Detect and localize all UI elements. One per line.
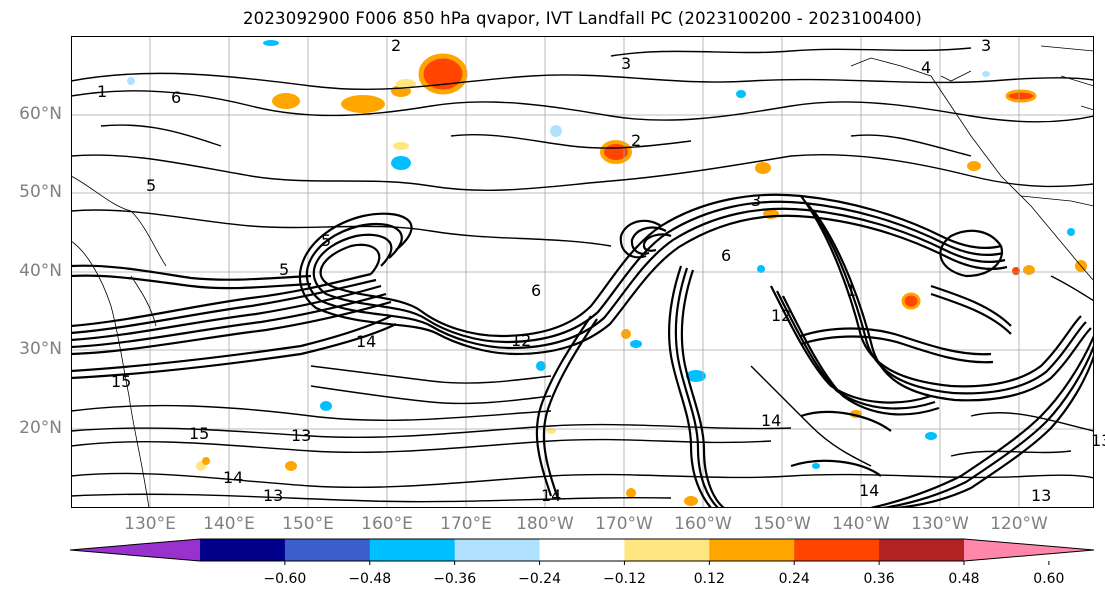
lon-label-160w: 160°W: [674, 514, 732, 534]
contour-label: 6: [171, 88, 182, 107]
contour-label: 14: [223, 468, 244, 487]
colorbar-tick-label: −0.12: [602, 571, 646, 587]
colorbar-segment: [539, 539, 625, 561]
lon-label-150w: 150°W: [753, 514, 811, 534]
lat-label-30n: 30°N: [19, 339, 62, 359]
contour-label: 14: [761, 411, 782, 430]
colorbar-tick-label: −0.24: [518, 571, 561, 587]
contour-label: 3: [621, 54, 632, 73]
qvapor-contours: [71, 47, 1094, 503]
lon-label-150e: 150°E: [282, 514, 334, 534]
colorbar-segment: [284, 539, 371, 561]
lon-label-130w: 130°W: [911, 514, 969, 534]
lat-label-50n: 50°N: [19, 182, 62, 202]
contour-label: 15: [111, 372, 132, 391]
lon-label-120w: 120°W: [990, 514, 1048, 534]
colorbar-tick-label: 0.12: [693, 571, 725, 587]
lon-label-170e: 170°E: [440, 514, 492, 534]
lat-label-60n: 60°N: [19, 104, 62, 124]
contour-label: 6: [531, 281, 542, 300]
lon-label-160e: 160°E: [361, 514, 413, 534]
colorbar-tick-label: 0.36: [863, 571, 895, 587]
colorbar-extend-max: [964, 539, 1094, 561]
contour-label: 6: [721, 246, 732, 265]
lon-label-140w: 140°W: [832, 514, 890, 534]
colorbar-segment: [709, 539, 795, 561]
lon-label-130e: 130°E: [124, 514, 176, 534]
contour-label: 15: [189, 424, 210, 443]
map-svg: [71, 36, 1094, 508]
contour-label: 3: [751, 191, 762, 210]
lat-label-40n: 40°N: [19, 261, 62, 281]
lat-label-20n: 20°N: [19, 418, 62, 438]
contour-label: 5: [279, 260, 290, 279]
contour-label: 14: [859, 481, 880, 500]
contour-label: 13: [263, 486, 284, 505]
colorbar-tick-label: −0.36: [433, 571, 477, 587]
contour-label: 4: [921, 58, 932, 77]
colorbar: [70, 538, 1095, 565]
colorbar-tick-label: 0.24: [778, 571, 810, 587]
colorbar-tick-label: 0.60: [1033, 571, 1065, 587]
colorbar-tick-label: −0.60: [263, 571, 307, 587]
colorbar-extend-min: [70, 539, 200, 561]
contour-label: 1: [846, 281, 857, 300]
colorbar-segment: [879, 539, 965, 561]
colorbar-outline: [70, 538, 1095, 562]
contour-label: 5: [146, 176, 157, 195]
lon-label-180w: 180°W: [516, 514, 574, 534]
contour-label: 13: [1091, 431, 1105, 450]
colorbar-tick-label: 0.48: [948, 571, 980, 587]
colorbar-segment: [200, 539, 286, 561]
contour-label: 12: [771, 306, 792, 325]
contour-label: 13: [1031, 486, 1052, 505]
contour-label: 1: [97, 82, 108, 101]
contour-label: 12: [511, 331, 532, 350]
contour-label: 3: [981, 36, 992, 55]
contour-label: 14: [541, 486, 562, 505]
colorbar-segment: [454, 539, 541, 561]
contour-label: 13: [291, 426, 312, 445]
map-panel: 1 2 3 3 5 6 6 5 12 14 14 15 15 13 13 13 …: [71, 36, 1105, 508]
contour-labels: 1 2 3 3 5 6 6 5 12 14 14 15 15 13 13 13 …: [71, 36, 1105, 508]
gridlines: [71, 36, 1094, 508]
colorbar-tick-label: −0.48: [348, 571, 392, 587]
contour-label: 14: [356, 332, 377, 351]
colorbar-segment: [794, 539, 880, 561]
map-title: 2023092900 F006 850 hPa qvapor, IVT Land…: [242, 9, 923, 28]
contour-label: 2: [631, 131, 642, 150]
lon-label-140e: 140°E: [203, 514, 255, 534]
lon-label-170w: 170°W: [595, 514, 653, 534]
colorbar-segment: [369, 539, 456, 561]
colorbar-segment: [624, 539, 710, 561]
map-frame: [71, 36, 1094, 508]
contour-label: 5: [321, 231, 332, 250]
contour-label: 2: [391, 36, 402, 55]
